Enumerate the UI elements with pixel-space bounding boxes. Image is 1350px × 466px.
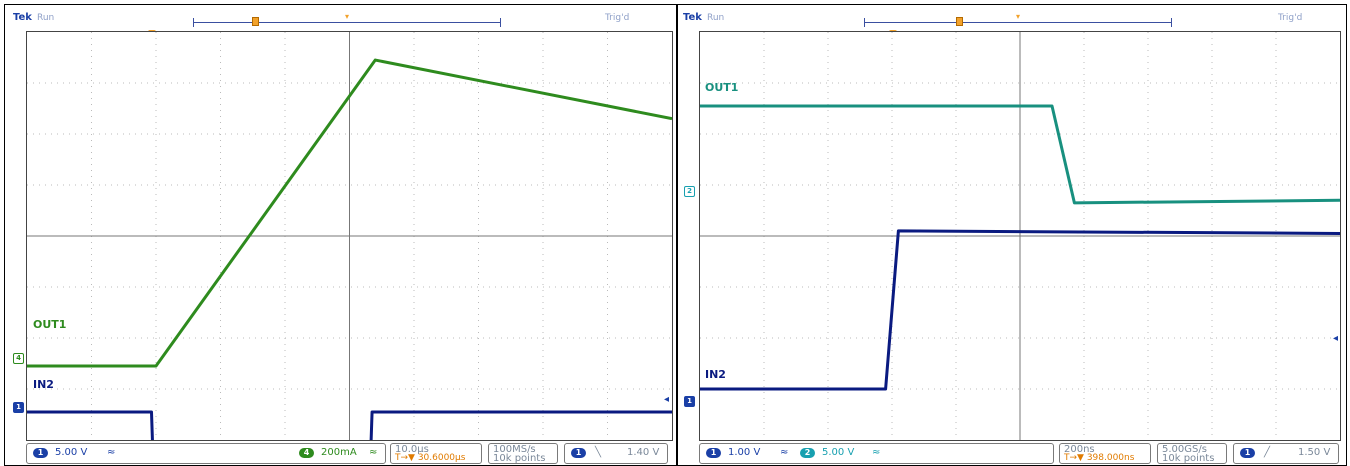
record-bar-start <box>864 18 865 27</box>
record-bar-end <box>1171 18 1172 27</box>
trigger-source-badge: 1 <box>571 448 586 458</box>
channel-scale-box[interactable]: 1 1.00 V ≈ 2 5.00 V ≈ <box>699 443 1054 464</box>
trigger-box[interactable]: 1 ╲ 1.40 V <box>564 443 668 464</box>
record-bar-start <box>193 18 194 27</box>
ch1-ground-marker: 1 <box>13 402 24 413</box>
trace-in2 <box>700 229 1340 391</box>
ch1-bw-icon: ≈ <box>107 447 116 458</box>
ch1-scale: 5.00 V <box>55 447 88 458</box>
ch1-badge: 1 <box>706 448 721 458</box>
trigger-delay: T→▼ 398.000ns <box>1064 453 1135 463</box>
ch2-scale: 5.00 V <box>822 447 855 458</box>
trigger-level: 1.40 V <box>627 447 660 458</box>
ch1-ground-marker: 1 <box>684 396 695 407</box>
acquisition-box[interactable]: 100MS/s 10k points <box>488 443 558 464</box>
waveform-display <box>699 31 1341 441</box>
trigger-box[interactable]: 1 ╱ 1.50 V <box>1233 443 1339 464</box>
acq-state: Run <box>37 13 55 23</box>
ch2-bw-icon: ≈ <box>872 447 881 458</box>
timebase-box[interactable]: 200ns T→▼ 398.000ns <box>1059 443 1151 464</box>
record-length: 10k points <box>1162 453 1215 464</box>
brand-label: Tek <box>13 12 32 23</box>
record-bar <box>193 22 500 23</box>
brand-label: Tek <box>683 12 702 23</box>
trace-out1 <box>27 58 672 368</box>
waveform-display <box>26 31 673 441</box>
scope-panel-right: Tek Run Trig'd ▾ T OUT1 IN2 2 1 ◂ 1 1.00… <box>677 4 1347 466</box>
trigger-delay: T→▼ 30.6000µs <box>395 453 466 463</box>
record-bar <box>864 22 1171 23</box>
trigger-level-arrow-icon: ◂ <box>1333 333 1339 344</box>
trigger-position-icon <box>956 17 963 26</box>
ch1-scale: 1.00 V <box>728 447 761 458</box>
trigger-slope-icon: ╱ <box>1264 447 1271 458</box>
ch4-bw-icon: ≈ <box>369 447 378 458</box>
ch4-ground-marker: 4 <box>13 353 24 364</box>
ch4-badge: 4 <box>299 448 314 458</box>
timebase: 10.0µs <box>395 444 429 455</box>
ch1-badge: 1 <box>33 448 48 458</box>
expansion-point-icon: ▾ <box>345 12 350 21</box>
timebase-box[interactable]: 10.0µs T→▼ 30.6000µs <box>390 443 482 464</box>
in2-label: IN2 <box>33 378 54 391</box>
acq-state: Run <box>707 13 725 23</box>
trigger-status: Trig'd <box>1278 13 1303 23</box>
in2-label: IN2 <box>705 368 726 381</box>
trigger-position-icon <box>252 17 259 26</box>
trigger-slope-icon: ╲ <box>595 447 602 458</box>
timebase: 200ns <box>1064 444 1095 455</box>
acquisition-box[interactable]: 5.00GS/s 10k points <box>1157 443 1227 464</box>
record-length: 10k points <box>493 453 546 464</box>
trace-in2 <box>27 410 672 440</box>
out1-label: OUT1 <box>705 81 739 94</box>
ch2-ground-marker: 2 <box>684 186 695 197</box>
ch2-badge: 2 <box>800 448 815 458</box>
ch1-bw-icon: ≈ <box>780 447 789 458</box>
sample-rate: 5.00GS/s <box>1162 444 1207 455</box>
out1-label: OUT1 <box>33 318 67 331</box>
trace-out1 <box>700 104 1340 205</box>
trigger-status: Trig'd <box>605 13 630 23</box>
channel-scale-box[interactable]: 1 5.00 V ≈ 4 200mA ≈ <box>26 443 386 464</box>
ch4-scale: 200mA <box>321 447 357 458</box>
trigger-level-arrow-icon: ◂ <box>664 394 670 405</box>
sample-rate: 100MS/s <box>493 444 536 455</box>
trigger-source-badge: 1 <box>1240 448 1255 458</box>
scope-panel-left: Tek Run Trig'd ▾ T OUT1 IN2 4 1 ◂ 1 5.00… <box>4 4 677 466</box>
trigger-level: 1.50 V <box>1298 447 1331 458</box>
expansion-point-icon: ▾ <box>1016 12 1021 21</box>
record-bar-end <box>500 18 501 27</box>
